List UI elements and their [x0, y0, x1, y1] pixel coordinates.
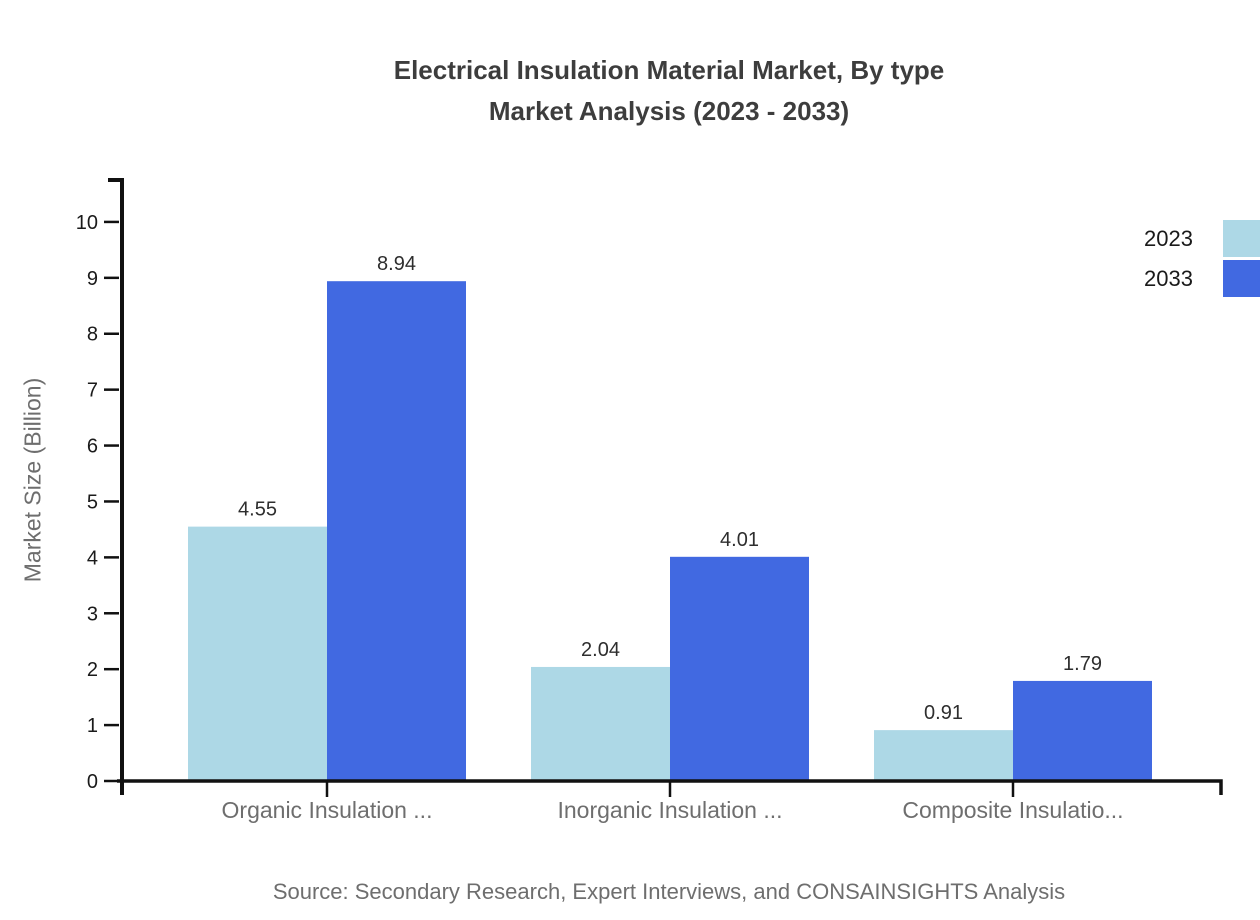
source-note: Source: Secondary Research, Expert Inter…: [272, 879, 1066, 904]
y-tick-label-6: 6: [87, 436, 98, 458]
legend-label-2023: 2023: [1144, 225, 1193, 251]
y-tick-label-0: 0: [87, 771, 98, 793]
x-category-label-2: Composite Insulatio...: [902, 797, 1123, 823]
legend-item-2023: 2023: [1138, 220, 1260, 257]
x-category-label-0: Organic Insulation ...: [222, 797, 433, 823]
value-label-2023-2: 0.91: [924, 702, 963, 724]
x-axis-line: [117, 779, 1223, 795]
bar-2033-2: [1013, 680, 1152, 781]
x-category-label-1: Inorganic Insulation ...: [557, 797, 782, 823]
y-tick-label-4: 4: [87, 547, 98, 569]
legend-label-2033: 2033: [1144, 265, 1193, 291]
chart-title-line1: Electrical Insulation Material Market, B…: [393, 55, 945, 85]
value-label-2033-0: 8.94: [377, 253, 416, 275]
y-tick-label-7: 7: [87, 380, 98, 402]
y-tick-label-3: 3: [87, 603, 98, 625]
chart-legend: 2023 2033: [1138, 220, 1260, 300]
bar-2033-1: [670, 556, 809, 781]
bar-2033-0: [327, 281, 466, 781]
y-axis-line: [108, 178, 124, 795]
value-label-2023-0: 4.55: [238, 499, 277, 521]
y-tick-label-8: 8: [87, 324, 98, 346]
legend-swatch-2023: [1223, 220, 1260, 257]
y-tick-label-2: 2: [87, 659, 98, 681]
value-label-2033-2: 1.79: [1063, 653, 1102, 675]
y-tick-label-1: 1: [87, 715, 98, 737]
value-label-2033-1: 4.01: [720, 529, 759, 551]
legend-swatch-2033: [1223, 260, 1260, 297]
legend-item-2033: 2033: [1138, 260, 1260, 297]
bar-2023-1: [531, 666, 670, 781]
chart-title: Electrical Insulation Material Market, B…: [117, 50, 1221, 132]
y-tick-label-9: 9: [87, 268, 98, 290]
y-tick-label-5: 5: [87, 491, 98, 513]
chart-title-line2: Market Analysis (2023 - 2033): [488, 96, 850, 126]
y-tick-label-10: 10: [76, 212, 98, 234]
bar-2023-2: [874, 730, 1013, 781]
value-label-2023-1: 2.04: [581, 639, 620, 661]
bar-2023-0: [188, 526, 327, 781]
